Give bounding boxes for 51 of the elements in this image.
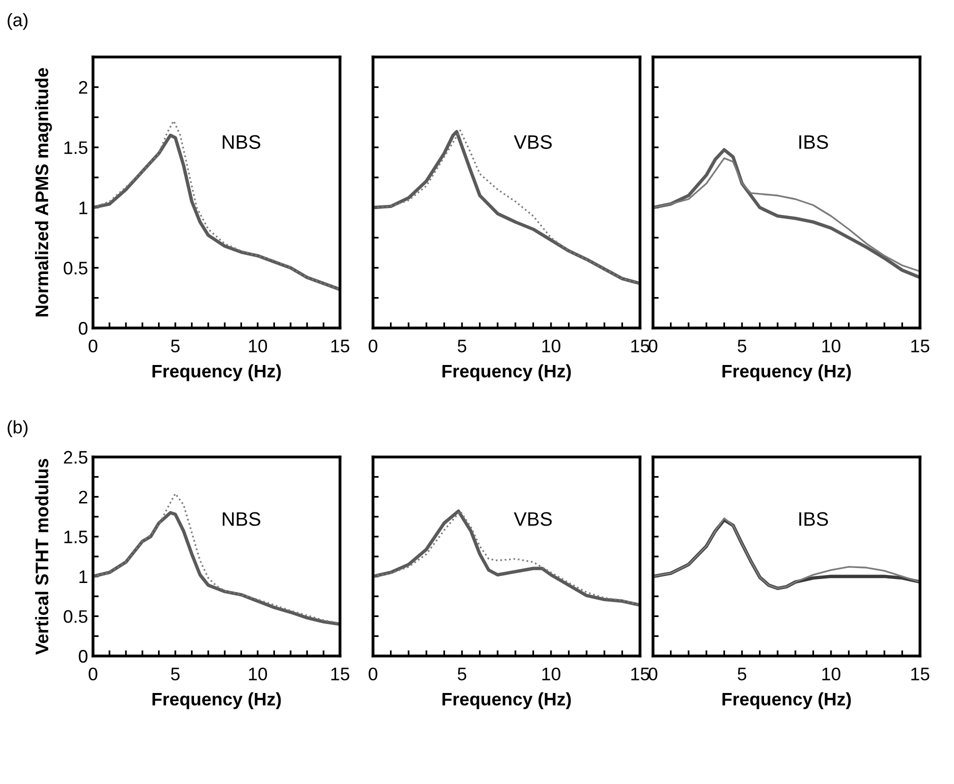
annotation: IBS xyxy=(799,512,828,526)
x-tick-label: 0 xyxy=(368,668,378,680)
annotation: NBS xyxy=(222,135,260,149)
annotation: VBS xyxy=(514,135,552,149)
x-tick-label: 15 xyxy=(631,340,650,352)
annotation: NBS xyxy=(222,512,260,526)
x-tick-label: 10 xyxy=(249,340,268,352)
y-tick-label: 1 xyxy=(79,202,88,214)
x-tick-label: 5 xyxy=(458,340,466,352)
x-tick-label: 10 xyxy=(822,668,840,680)
x-tick-label: 0 xyxy=(648,340,658,352)
x-axis-title: Frequency (Hz) xyxy=(152,364,281,382)
x-tick-label: 5 xyxy=(171,340,180,352)
x-axis-title: Frequency (Hz) xyxy=(722,364,851,382)
text: (a) xyxy=(8,13,28,30)
x-axis-title: Frequency (Hz) xyxy=(152,692,281,710)
y-axis-title: Normalized APMS magnitude xyxy=(35,68,52,316)
y-tick-label: 2 xyxy=(79,81,88,94)
y-tick-label: 2 xyxy=(79,490,88,504)
x-tick-label: 10 xyxy=(542,668,560,680)
x-tick-label: 15 xyxy=(631,668,650,680)
x-tick-label: 15 xyxy=(911,340,930,352)
x-tick-label: 0 xyxy=(88,340,98,352)
y-tick-label: 1.5 xyxy=(64,530,88,544)
x-tick-label: 0 xyxy=(88,668,98,680)
x-tick-label: 0 xyxy=(368,340,378,352)
x-tick-label: 0 xyxy=(648,668,658,680)
y-tick-label: 0 xyxy=(78,650,88,663)
y-tick-label: 0.5 xyxy=(64,610,88,623)
x-tick-label: 10 xyxy=(249,668,268,680)
annotation: VBS xyxy=(514,512,552,526)
y-tick-label: 1 xyxy=(79,570,88,583)
x-tick-label: 15 xyxy=(331,340,350,352)
x-axis-title: Frequency (Hz) xyxy=(442,364,571,382)
y-tick-label: 0 xyxy=(78,322,88,335)
y-axis-title: Vertical STHT modulus xyxy=(35,458,48,655)
y-tick-label: 2.5 xyxy=(64,450,88,464)
x-tick-label: 5 xyxy=(738,668,746,680)
annotation: IBS xyxy=(799,135,828,149)
x-tick-label: 15 xyxy=(911,668,930,680)
x-axis-title: Frequency (Hz) xyxy=(722,692,851,710)
x-tick-label: 5 xyxy=(458,668,466,680)
y-tick-label: 1.5 xyxy=(64,141,88,154)
x-tick-label: 5 xyxy=(171,668,180,680)
x-axis-title: Frequency (Hz) xyxy=(442,692,571,710)
y-tick-label: 0.5 xyxy=(64,262,88,274)
x-tick-label: 10 xyxy=(822,340,840,352)
x-tick-label: 5 xyxy=(738,340,746,352)
text: (b) xyxy=(8,420,28,438)
x-tick-label: 10 xyxy=(542,340,560,352)
x-tick-label: 15 xyxy=(331,668,350,680)
